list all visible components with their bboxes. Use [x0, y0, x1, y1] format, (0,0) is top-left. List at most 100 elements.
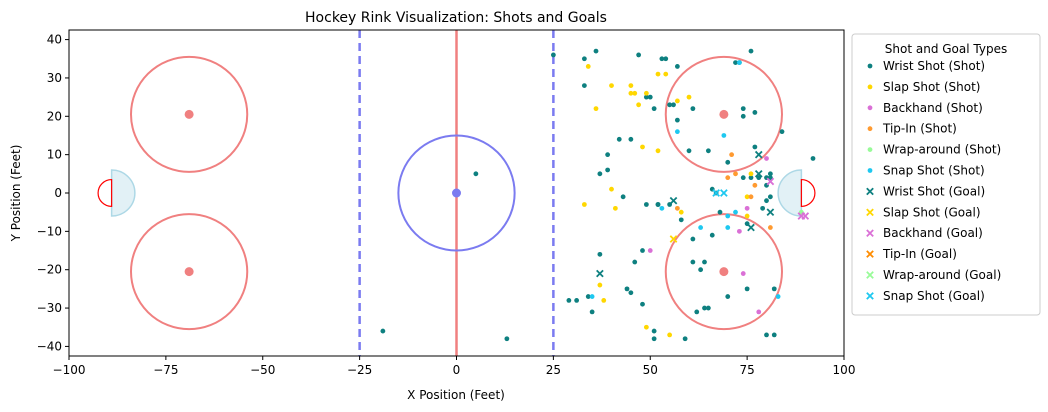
shot-point	[744, 205, 750, 211]
shot-point	[581, 83, 587, 89]
x-tick-label: 100	[833, 363, 856, 377]
legend-marker-x	[866, 187, 874, 196]
faceoff-dot	[719, 267, 729, 277]
legend-label: Slap Shot (Goal)	[883, 205, 981, 219]
shot-point	[589, 309, 595, 315]
shot-point	[705, 148, 711, 154]
goal-marker-stroke	[720, 189, 728, 197]
legend-marker-x	[866, 271, 874, 279]
legend-label: Wrap-around (Shot)	[883, 143, 1001, 157]
shot-point	[609, 83, 614, 89]
shot-point	[636, 52, 642, 58]
shot-point	[585, 64, 591, 69]
shot-point	[605, 167, 611, 173]
faceoff-circle	[664, 213, 783, 331]
shot-point	[550, 52, 556, 58]
shot-point	[593, 48, 599, 54]
shot-point	[667, 332, 673, 338]
shot-point	[721, 133, 727, 138]
y-tick-label: 0	[54, 186, 62, 200]
shot-point	[636, 102, 642, 108]
shot-point	[663, 56, 669, 62]
shot-point	[760, 205, 766, 211]
legend-label: Backhand (Goal)	[883, 226, 983, 240]
goal-marker-stroke	[801, 212, 810, 220]
shot-point	[659, 205, 665, 211]
legend-marker-x	[866, 229, 874, 238]
shot-point	[736, 228, 742, 234]
legend-marker-stroke	[866, 187, 874, 196]
shot-point	[702, 305, 707, 311]
shot-point	[694, 309, 700, 315]
legend-frame	[851, 33, 1041, 316]
goal-marker	[712, 189, 720, 197]
goal-marker	[754, 169, 763, 178]
shot-point	[647, 94, 653, 100]
shot-point	[640, 301, 645, 307]
y-tick-label: −10	[37, 224, 62, 238]
shot-point	[686, 148, 692, 154]
shot-point	[628, 136, 634, 142]
y-tick-label: 30	[47, 71, 62, 85]
shot-point	[690, 259, 696, 265]
shot-point	[640, 248, 645, 253]
rink-layer	[97, 30, 816, 356]
goal-marker	[669, 196, 678, 205]
shot-point	[764, 198, 769, 204]
faceoff-circle	[130, 213, 249, 331]
shot-point	[752, 182, 758, 188]
legend-label: Snap Shot (Goal)	[883, 289, 985, 303]
points-layer	[380, 48, 816, 342]
y-tick-label: −30	[37, 301, 62, 315]
shot-point	[581, 202, 587, 207]
shot-point	[756, 309, 762, 315]
shot-point	[632, 90, 638, 96]
shot-point	[764, 332, 769, 338]
shot-point	[744, 213, 750, 219]
shot-point	[725, 294, 731, 299]
goal-net	[800, 178, 816, 208]
shot-point	[690, 106, 696, 112]
shot-point	[674, 129, 680, 135]
y-tick-label: 10	[47, 148, 62, 162]
shot-point	[678, 217, 684, 223]
legend-marker-stroke	[866, 271, 874, 279]
legend-marker-dot	[867, 84, 873, 90]
goal-marker	[766, 208, 775, 217]
x-tick-label: −25	[347, 363, 372, 377]
x-axis-label: X Position (Feet)	[407, 388, 505, 402]
shot-point	[698, 225, 704, 230]
center-circle	[397, 134, 516, 252]
legend-marker-dot	[867, 168, 873, 173]
shot-point	[380, 328, 386, 334]
legend-marker-dot	[867, 147, 873, 153]
shot-point	[767, 171, 773, 177]
shot-point	[744, 286, 750, 292]
shot-point	[473, 171, 479, 177]
shot-point	[643, 90, 649, 96]
shot-point	[736, 60, 742, 65]
shot-point	[767, 194, 773, 200]
legend-marker-dot	[867, 126, 873, 132]
goal-net	[97, 178, 113, 208]
shot-point	[698, 267, 704, 273]
legend: Shot and Goal Types Wrist Shot (Shot) Sla…	[851, 33, 1041, 316]
shot-point	[655, 148, 661, 154]
shot-point	[643, 202, 649, 207]
x-tick-label: 25	[546, 363, 561, 377]
legend-label: Tip-In (Shot)	[882, 122, 957, 136]
shot-point	[593, 106, 599, 112]
shot-point	[764, 156, 769, 161]
shot-point	[725, 213, 731, 219]
legend-marker-stroke	[866, 250, 874, 258]
goal-marker-stroke	[754, 169, 763, 178]
x-tick-label: 0	[453, 363, 461, 377]
center-faceoff-dot	[452, 188, 461, 198]
legend-label: Wrist Shot (Goal)	[883, 184, 985, 198]
shot-point	[628, 83, 634, 89]
shot-point	[585, 294, 591, 299]
shot-point	[767, 175, 773, 181]
shot-point	[589, 294, 595, 299]
goal-marker-stroke	[712, 189, 720, 197]
shot-point	[632, 259, 638, 265]
